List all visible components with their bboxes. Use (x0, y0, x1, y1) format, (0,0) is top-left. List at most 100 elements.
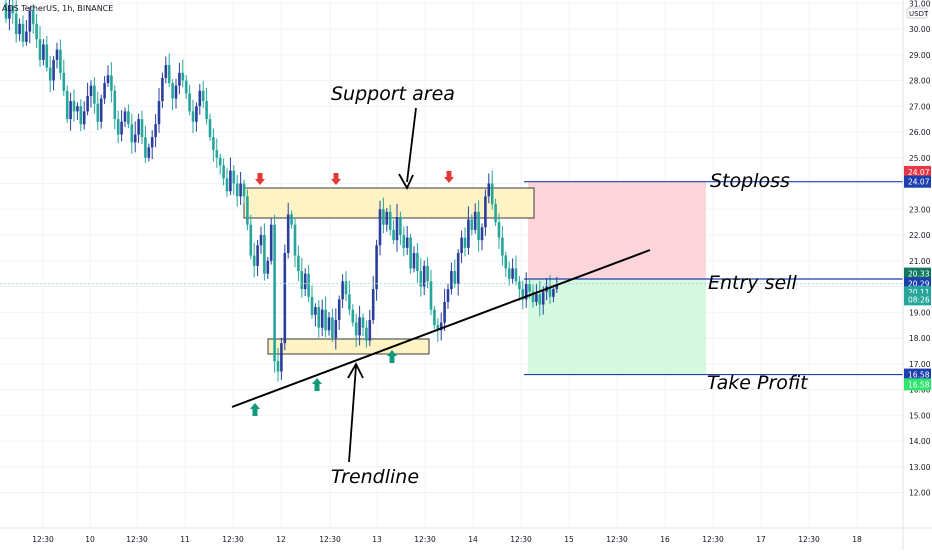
candle-body (188, 93, 191, 112)
candle-body (222, 165, 225, 179)
candle-body (351, 309, 355, 323)
candle-body (310, 296, 314, 315)
candle-body (453, 271, 457, 284)
price-badge (904, 267, 931, 280)
price-tick-label: 19.00 (909, 308, 931, 317)
time-tick-label: 12 (276, 535, 286, 544)
candle-body (42, 44, 45, 60)
time-tick-label: 13 (372, 535, 382, 544)
price-tick-label: 17.00 (909, 360, 931, 369)
candle-body (269, 224, 273, 261)
candle-body (259, 235, 263, 246)
candle-body (195, 106, 198, 122)
candle-body (422, 265, 426, 287)
candle-body (361, 317, 365, 328)
candle-body (480, 227, 484, 241)
price-tick-label: 29.00 (909, 51, 931, 60)
candle-body (358, 317, 361, 336)
candle-body (467, 219, 470, 248)
support-area-label: Support area (331, 83, 455, 105)
support-area-pointer-head (398, 173, 414, 190)
candle-body (225, 178, 229, 192)
candle-body (460, 237, 463, 254)
candle-body (62, 72, 66, 91)
time-tick-label: 12:30 (606, 535, 628, 544)
candle-body (470, 219, 474, 230)
candle-body (86, 95, 89, 112)
candle-body (52, 59, 55, 81)
candle-body (487, 183, 491, 197)
candle-body (198, 90, 202, 107)
price-badge-label: 20.11 (908, 288, 930, 297)
candle-body (443, 301, 446, 323)
candle-body (276, 361, 280, 372)
candle-body (388, 211, 392, 230)
price-badge-label: 20.29 (908, 279, 930, 288)
candle-body (171, 83, 174, 99)
price-badge-label: 24.07 (908, 178, 930, 187)
candle-body (368, 319, 372, 341)
candle-body (473, 211, 477, 230)
candle-body (208, 119, 212, 138)
candle-body (11, 5, 15, 14)
candle-body (378, 209, 382, 246)
time-tick-label: 15 (564, 535, 574, 544)
candle-body (184, 80, 188, 94)
candle-body (181, 72, 185, 81)
candle-body (385, 211, 389, 225)
time-tick-label: 16 (660, 535, 670, 544)
candle-body (433, 309, 436, 326)
price-tick-label: 13.00 (909, 463, 931, 472)
candle-body (375, 245, 378, 290)
candle-body (201, 90, 205, 102)
price-tick-label: 14.00 (909, 437, 931, 446)
candle-body (283, 253, 287, 344)
trendline[interactable] (231, 249, 651, 408)
currency-unit-badge[interactable] (906, 7, 928, 19)
candle-body (429, 281, 433, 310)
price-badge-label: 20.33 (908, 270, 930, 279)
candle-body (484, 196, 487, 228)
candle-body (399, 216, 402, 235)
candle-body (290, 214, 293, 225)
candle-body (412, 253, 416, 269)
candle-body (552, 289, 555, 297)
candle-body (426, 265, 429, 282)
candle-body (123, 111, 127, 122)
candle-body (28, 10, 32, 32)
candle-body (327, 317, 331, 331)
stoploss-risk-zone (528, 181, 706, 280)
candle-body (144, 137, 147, 158)
price-badge-label: 16.58 (908, 371, 930, 380)
lower-support-zone[interactable] (267, 338, 430, 355)
candle-body (133, 134, 137, 143)
candle-body (314, 307, 317, 315)
candle-body (555, 283, 559, 290)
candle-body (178, 72, 181, 86)
candle-body (72, 101, 76, 112)
candle-body (501, 237, 504, 256)
time-tick-label: 12:30 (510, 535, 532, 544)
time-tick-label: 18 (852, 535, 862, 544)
candle-body (320, 309, 324, 328)
candle-body (538, 294, 542, 305)
candle-body (416, 253, 419, 272)
candle-body (110, 75, 113, 91)
candle-body (297, 255, 300, 272)
time-tick-label: 14 (468, 535, 478, 544)
candle-body (324, 309, 327, 331)
candle-body (511, 268, 514, 279)
candle-body (395, 216, 399, 241)
candle-body (273, 224, 276, 362)
price-tick-label: 22.00 (909, 231, 931, 240)
time-tick-label: 11 (180, 535, 190, 544)
candle-body (137, 119, 140, 135)
red-down-arrow-icon (444, 171, 454, 183)
candle-body (18, 23, 21, 35)
candle-body (215, 150, 219, 158)
candle-body (96, 103, 100, 122)
support-area-pointer (406, 107, 417, 183)
candle-body (147, 147, 151, 158)
